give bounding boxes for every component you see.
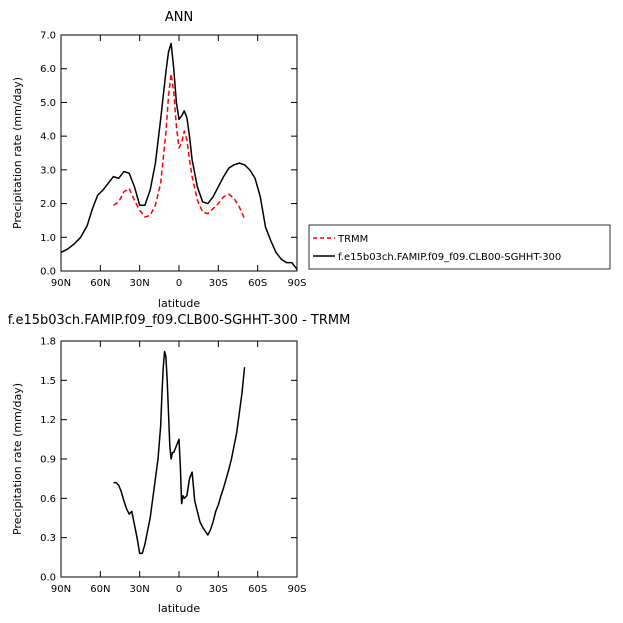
- top-x-ticks: 90N 60N 30N 0 30S 60S 90S: [51, 35, 307, 289]
- top-x-tick-label: 60N: [90, 278, 110, 289]
- top-series-f-e15b03ch-famip-f09-f09-clb00-sghht-300-line: [60, 42, 298, 270]
- top-y-tick-label: 4.0: [40, 132, 56, 143]
- bottom-x-ticks: 90N 60N 30N 0 30S 60S 90S: [51, 341, 307, 595]
- bottom-y-tick-label: 0.0: [40, 573, 56, 584]
- top-x-tick-label: 90S: [287, 278, 306, 289]
- top-y-tick-label: 7.0: [40, 31, 56, 42]
- bottom-y-tick-label: 0.3: [40, 533, 56, 544]
- bottom-x-tick-label: 30S: [209, 584, 228, 595]
- top-y-tick-label: 0.0: [40, 267, 56, 278]
- top-x-tick-label: 30S: [209, 278, 228, 289]
- bottom-x-tick-label: 30N: [130, 584, 150, 595]
- legend-box: [308, 224, 611, 270]
- bottom-y-tick-label: 0.6: [40, 494, 56, 505]
- bottom-plot-frame: [60, 340, 298, 578]
- top-y-tick-label: 6.0: [40, 64, 56, 75]
- top-y-tick-label: 3.0: [40, 165, 56, 176]
- top-panel: ANN 90N 60N 30N 0 30S 60S 90S 0.0 1.0 2.0 3.0 4.0 5…: [11, 10, 307, 310]
- top-y-ticks: 0.0 1.0 2.0 3.0 4.0 5.0 6.0 7.0: [40, 31, 297, 278]
- legend-label-trmm: TRMM: [337, 234, 368, 245]
- bottom-y-tick-label: 1.8: [40, 337, 56, 348]
- legend: TRMM f.e15b03ch.FAMIP.f09_f09.CLB00-SGHH…: [308, 224, 611, 270]
- top-x-tick-label: 90N: [51, 278, 71, 289]
- bottom-series-1-line: [113, 350, 246, 555]
- legend-label-model: f.e15b03ch.FAMIP.f09_f09.CLB00-SGHHT-300: [338, 252, 561, 263]
- bottom-title: f.e15b03ch.FAMIP.f09_f09.CLB00-SGHHT-300…: [8, 313, 351, 328]
- top-title: ANN: [165, 10, 193, 25]
- top-x-label: latitude: [158, 297, 200, 310]
- top-x-tick-label: 30N: [130, 278, 150, 289]
- bottom-y-label: Precipitation rate (mm/day): [11, 383, 24, 535]
- bottom-x-label: latitude: [158, 602, 200, 615]
- top-y-tick-label: 1.0: [40, 233, 56, 244]
- bottom-series-group: [113, 350, 246, 555]
- bottom-y-tick-label: 0.9: [40, 455, 56, 466]
- top-plot-frame: [60, 34, 298, 272]
- top-series-group: [60, 42, 298, 270]
- top-series-trmm-line: [113, 73, 246, 220]
- bottom-x-tick-label: 90N: [51, 584, 71, 595]
- top-y-tick-label: 2.0: [40, 199, 56, 210]
- top-y-tick-label: 5.0: [40, 98, 56, 109]
- bottom-x-tick-label: 60S: [248, 584, 267, 595]
- top-x-tick-label: 0: [176, 278, 182, 289]
- bottom-y-tick-label: 1.5: [40, 376, 56, 387]
- top-y-label: Precipitation rate (mm/day): [11, 77, 24, 229]
- bottom-x-tick-label: 0: [176, 584, 182, 595]
- bottom-panel: f.e15b03ch.FAMIP.f09_f09.CLB00-SGHHT-300…: [8, 313, 351, 615]
- top-x-tick-label: 60S: [248, 278, 267, 289]
- bottom-y-ticks: 0.0 0.3 0.6 0.9 1.2 1.5 1.8: [40, 337, 297, 584]
- bottom-y-tick-label: 1.2: [40, 415, 56, 426]
- bottom-x-tick-label: 60N: [90, 584, 110, 595]
- bottom-x-tick-label: 90S: [287, 584, 306, 595]
